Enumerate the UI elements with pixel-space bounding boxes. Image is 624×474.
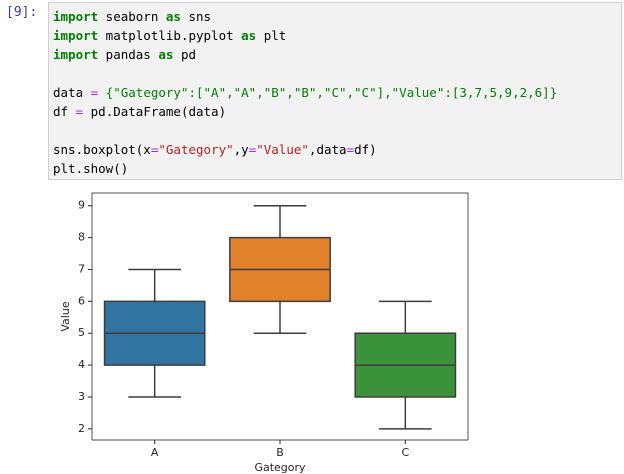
code-token: import	[53, 9, 99, 24]
code-block: data = {"Gategory":["A","A","B","B","C",…	[53, 83, 621, 121]
code-token: matplotlib.pyplot	[98, 28, 242, 43]
code-cell[interactable]: import seaborn as sns import matplotlib.p…	[48, 2, 622, 180]
code-token: seaborn	[98, 9, 166, 24]
code-token: =	[248, 142, 257, 157]
code-line: import pandas as pd	[53, 45, 621, 64]
code-token: data	[53, 85, 84, 100]
code-token: as	[165, 9, 181, 24]
y-tick-label: 4	[78, 358, 85, 371]
y-tick-label: 8	[78, 231, 85, 244]
code-token: ,y	[233, 142, 249, 157]
code-token: =	[346, 142, 355, 157]
code-token: df)	[354, 142, 377, 157]
code-token: {"Gategory":["A","A","B","B","C","C"],"V…	[105, 85, 558, 100]
code-token: df	[53, 104, 69, 119]
code-block: import seaborn as sns import matplotlib.p…	[53, 7, 621, 64]
y-tick-label: 6	[78, 294, 85, 307]
y-tick-label: 9	[78, 199, 85, 212]
x-tick-label: C	[401, 446, 409, 459]
code-token: import	[53, 47, 99, 62]
y-tick-label: 2	[78, 422, 85, 435]
code-token: sns	[180, 9, 212, 24]
x-axis-label: Gategory	[254, 461, 306, 474]
x-tick-label: A	[151, 446, 159, 459]
code-token: "Value"	[256, 142, 309, 157]
code-line: import matplotlib.pyplot as plt	[53, 26, 621, 45]
code-token: =	[150, 142, 159, 157]
code-token: as	[158, 47, 174, 62]
code-token: =	[68, 104, 91, 119]
code-token: "Gategory"	[158, 142, 234, 157]
code-token: plt.show()	[53, 161, 129, 176]
code-token: sns.boxplot(x	[53, 142, 151, 157]
cell-prompt: [9]:	[6, 5, 38, 20]
code-token: pd	[173, 47, 197, 62]
code-token: =	[83, 85, 106, 100]
code-line: sns.boxplot(x="Gategory",y="Value",data=…	[53, 140, 621, 159]
y-tick-label: 5	[78, 326, 85, 339]
y-axis-label: Value	[59, 301, 72, 331]
y-tick-label: 3	[78, 390, 85, 403]
code-token: pandas	[98, 47, 159, 62]
code-line: import seaborn as sns	[53, 7, 621, 26]
code-line: data = {"Gategory":["A","A","B","B","C",…	[53, 83, 621, 102]
x-tick-label: B	[276, 446, 284, 459]
code-line: df = pd.DataFrame(data)	[53, 102, 621, 121]
code-token: as	[241, 28, 257, 43]
code-line: plt.show()	[53, 159, 621, 178]
code-token: pd.DataFrame(data)	[90, 104, 227, 119]
code-token: import	[53, 28, 99, 43]
code-block: sns.boxplot(x="Gategory",y="Value",data=…	[53, 140, 621, 178]
chart: 2 3 4 5 6 7 8 9 Value Gategory A B C	[59, 192, 469, 474]
code-token: ,data	[308, 142, 347, 157]
code-token: plt	[256, 28, 287, 43]
y-tick-label: 7	[78, 262, 85, 275]
